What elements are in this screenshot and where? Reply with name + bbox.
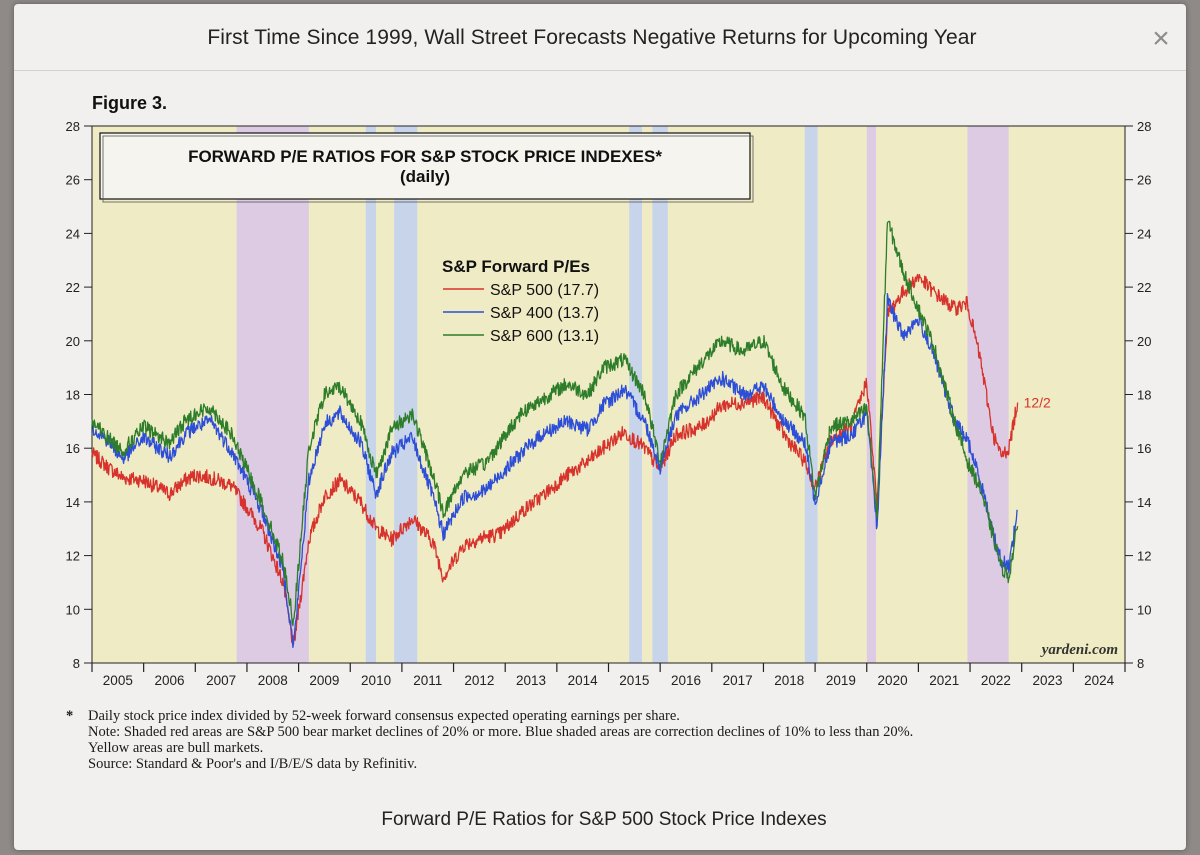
- x-tick-label: 2006: [154, 673, 184, 688]
- header-divider: [14, 70, 1186, 71]
- y-tick-label-left: 28: [66, 119, 80, 134]
- watermark: yardeni.com: [1040, 642, 1118, 658]
- region-bull-0: [92, 126, 237, 663]
- footnote-line-2: Note: Shaded red areas are S&P 500 bear …: [88, 724, 914, 740]
- x-tick-label: 2023: [1033, 673, 1063, 688]
- footnotes: * Daily stock price index divided by 52-w…: [66, 708, 1146, 772]
- region-correction-5: [394, 126, 418, 663]
- x-tick-label: 2016: [671, 673, 701, 688]
- x-tick-label: 2005: [103, 673, 133, 688]
- y-tick-label-right: 12: [1137, 549, 1151, 564]
- y-tick-label-left: 18: [66, 388, 80, 403]
- window-title: First Time Since 1999, Wall Street Forec…: [207, 26, 977, 49]
- region-bull-10: [667, 126, 805, 663]
- x-tick-label: 2008: [258, 673, 288, 688]
- region-bull-2: [308, 126, 366, 663]
- legend-label-sp500: S&P 500 (17.7): [490, 282, 599, 299]
- y-tick-label-right: 22: [1137, 280, 1151, 295]
- x-tick-label: 2019: [826, 673, 856, 688]
- y-tick-label-right: 16: [1137, 441, 1151, 456]
- region-bear-13: [866, 126, 877, 663]
- y-tick-label-right: 28: [1137, 119, 1151, 134]
- y-tick-label-right: 14: [1137, 495, 1151, 510]
- region-correction-9: [652, 126, 668, 663]
- series-line-600: [91, 220, 1019, 627]
- y-tick-label-left: 16: [66, 441, 80, 456]
- chart-title-box: [99, 132, 751, 200]
- series-lines: [91, 220, 1019, 649]
- footnote-line-3: Yellow areas are bull markets.: [88, 740, 264, 756]
- x-tick-label: 2009: [309, 673, 339, 688]
- x-tick-label: 2017: [723, 673, 753, 688]
- region-bull-4: [376, 126, 395, 663]
- x-tick-label: 2022: [981, 673, 1011, 688]
- region-correction-3: [365, 126, 377, 663]
- y-tick-label-right: 26: [1137, 173, 1151, 188]
- x-tick-label: 2018: [774, 673, 804, 688]
- legend: S&P Forward P/Es S&P 500 (17.7) S&P 400 …: [442, 257, 599, 345]
- region-bull-14: [876, 126, 968, 663]
- x-tick-label: 2014: [568, 673, 599, 688]
- region-bear-15: [967, 126, 1009, 663]
- y-tick-label-right: 20: [1137, 334, 1151, 349]
- footnote-line-4: Source: Standard & Poor's and I/B/E/S da…: [88, 756, 418, 772]
- legend-label-sp600: S&P 600 (13.1): [490, 328, 599, 345]
- figure-caption: Forward P/E Ratios for S&P 500 Stock Pri…: [381, 809, 827, 830]
- y-tick-label-right: 10: [1137, 602, 1151, 617]
- x-tick-label: 2011: [413, 673, 442, 688]
- region-bear-1: [236, 126, 309, 663]
- chart-title: FORWARD P/E RATIOS FOR S&P STOCK PRICE I…: [188, 147, 662, 166]
- y-tick-label-left: 10: [66, 602, 80, 617]
- x-tick-label: 2010: [361, 673, 391, 688]
- figure-label: Figure 3.: [92, 93, 168, 113]
- x-tick-label: 2024: [1084, 673, 1115, 688]
- x-tick-label: 2013: [516, 673, 546, 688]
- x-tick-label: 2007: [206, 673, 236, 688]
- y-tick-label-left: 12: [66, 549, 80, 564]
- end-date-annotation: 12/2: [1024, 395, 1051, 411]
- footnote-text-1: Daily stock price index divided by 52-we…: [88, 708, 680, 724]
- y-tick-label-left: 22: [66, 280, 80, 295]
- footnote-line-1: * Daily stock price index divided by 52-w…: [66, 708, 1146, 724]
- chart-title-box-shadow: [102, 135, 754, 203]
- region-bull-16: [1008, 126, 1125, 663]
- series-line-500: [91, 273, 1019, 644]
- y-tick-label-left: 8: [73, 656, 80, 671]
- chart-subtitle: (daily): [400, 167, 450, 186]
- y-tick-label-right: 8: [1137, 656, 1144, 671]
- close-icon[interactable]: ×: [1152, 22, 1170, 55]
- legend-title: S&P Forward P/Es: [442, 257, 590, 276]
- region-bull-6: [417, 126, 630, 663]
- series-line-400: [91, 292, 1018, 649]
- x-tick-label: 2021: [929, 673, 959, 688]
- y-tick-label-right: 18: [1137, 388, 1151, 403]
- region-correction-7: [629, 126, 643, 663]
- region-correction-11: [804, 126, 818, 663]
- region-bull-8: [642, 126, 653, 663]
- y-tick-label-left: 24: [66, 226, 80, 241]
- y-tick-label-right: 24: [1137, 226, 1151, 241]
- legend-label-sp400: S&P 400 (13.7): [490, 305, 599, 322]
- y-tick-label-left: 20: [66, 334, 80, 349]
- y-tick-label-left: 14: [66, 495, 80, 510]
- x-tick-label: 2012: [464, 673, 494, 688]
- x-tick-label: 2020: [878, 673, 908, 688]
- y-tick-label-left: 26: [66, 173, 80, 188]
- shaded-regions: [92, 126, 1125, 663]
- footnote-star: *: [66, 708, 74, 724]
- region-bull-12: [817, 126, 867, 663]
- x-tick-label: 2015: [619, 673, 649, 688]
